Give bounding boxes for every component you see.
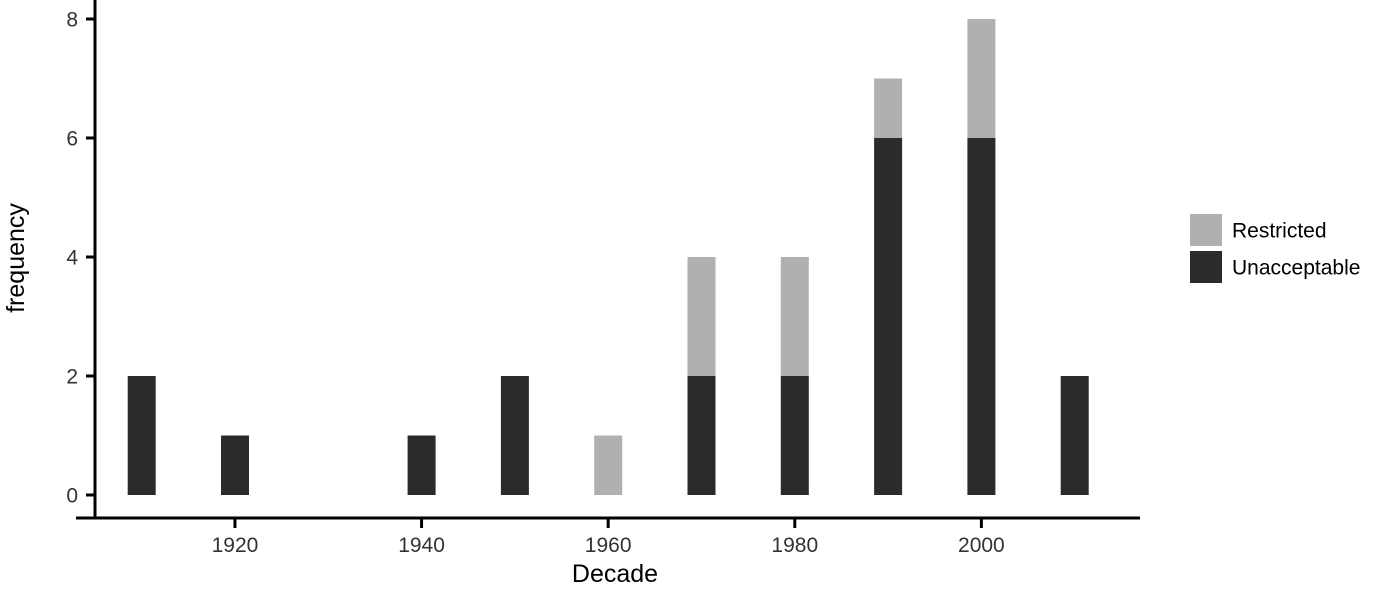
y-axis-title: frequency	[2, 203, 30, 313]
bar-segment-restricted-1980	[780, 257, 809, 376]
bar-segment-unacceptable-2010	[1060, 376, 1089, 495]
legend-swatch-unacceptable	[1190, 251, 1222, 283]
y-tick-label-0: 0	[66, 484, 78, 507]
bar-segment-unacceptable-1980	[780, 376, 809, 495]
x-tick-label-1940: 1940	[398, 534, 445, 557]
bar-segment-restricted-1970	[687, 257, 716, 376]
y-tick-label-8: 8	[66, 8, 78, 31]
axis-ticks-group: 0 2 4 6 8 1920 1940 1960 1980 2000	[66, 8, 1004, 557]
bar-segment-unacceptable-2000	[967, 138, 996, 495]
x-tick-label-2000: 2000	[958, 534, 1005, 557]
bar-segment-unacceptable-1920	[221, 435, 249, 495]
y-tick-label-4: 4	[66, 246, 78, 269]
bar-segment-unacceptable-1910	[127, 376, 156, 495]
bar-segment-unacceptable-1970	[687, 376, 716, 495]
legend-label-restricted: Restricted	[1232, 219, 1327, 242]
x-tick-label-1980: 1980	[771, 534, 818, 557]
y-tick-label-2: 2	[66, 365, 78, 388]
legend-label-unacceptable: Unacceptable	[1232, 256, 1360, 279]
x-tick-label-1920: 1920	[212, 534, 259, 557]
bar-segment-unacceptable-1950	[500, 376, 529, 495]
x-tick-label-1960: 1960	[585, 534, 632, 557]
legend: Restricted Unacceptable	[1190, 214, 1360, 283]
bar-segment-unacceptable-1940	[407, 435, 436, 495]
bar-segment-unacceptable-1990	[874, 138, 903, 495]
bars-group	[127, 19, 1089, 495]
bar-segment-restricted-1990	[874, 78, 903, 138]
bar-segment-restricted-1960	[594, 435, 623, 495]
legend-swatch-restricted	[1190, 214, 1222, 246]
x-axis-title: Decade	[572, 560, 658, 588]
bar-segment-restricted-2000	[967, 19, 996, 138]
y-tick-label-6: 6	[66, 127, 78, 150]
